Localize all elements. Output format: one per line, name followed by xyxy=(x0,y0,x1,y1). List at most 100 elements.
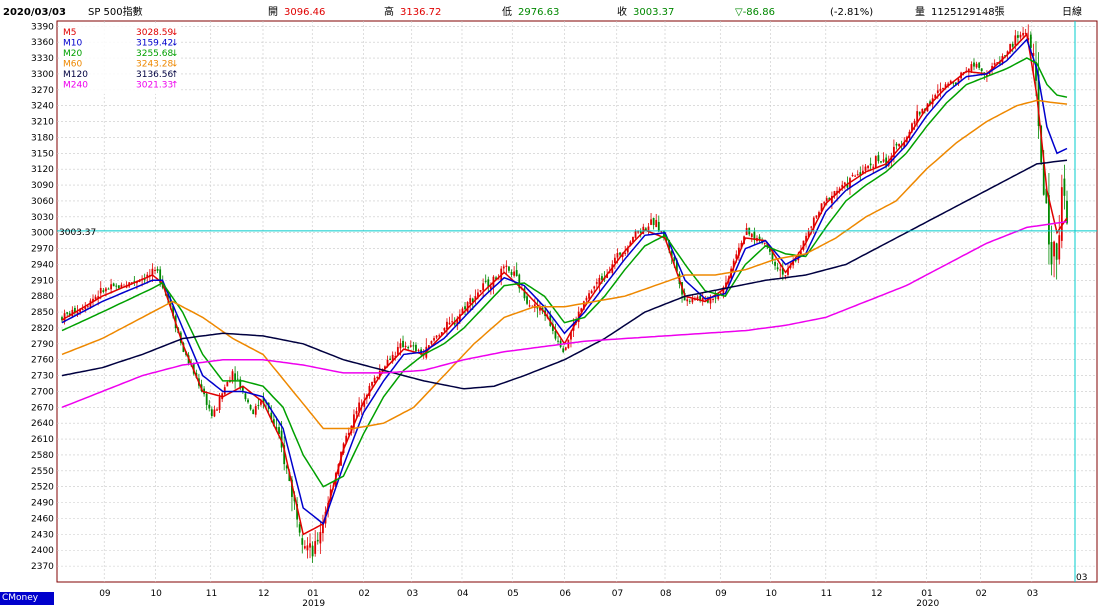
candle-body xyxy=(133,281,136,283)
candle-body xyxy=(766,243,769,248)
candle-body xyxy=(898,143,900,147)
x-tick-label: 05 xyxy=(507,589,518,599)
candle-body xyxy=(399,343,402,349)
candle-body xyxy=(391,354,394,362)
ma-line-m20 xyxy=(61,57,1068,488)
header-low-value: 2976.63 xyxy=(518,7,559,18)
candle-body xyxy=(130,282,133,284)
candle-body xyxy=(562,348,565,353)
candle-body xyxy=(412,345,415,347)
candle-body xyxy=(518,274,521,289)
candle-body xyxy=(355,410,358,414)
candle-body xyxy=(825,198,828,202)
y-axis: 2370 2400 2430 2460 2490 2520 2550 2580 2610 2640… xyxy=(31,22,54,572)
candle-body xyxy=(967,68,970,73)
candle-body xyxy=(918,111,921,115)
candle-body xyxy=(944,84,947,88)
candle-body xyxy=(110,284,112,290)
candle-body xyxy=(758,236,761,241)
candle-body xyxy=(61,317,63,321)
cursor-label: 03 xyxy=(1076,573,1087,583)
candle-body xyxy=(673,257,676,261)
candle-body xyxy=(893,146,895,158)
grid-lines xyxy=(57,21,1097,582)
x-year-label: 2020 xyxy=(916,599,939,609)
candle-body xyxy=(151,268,154,275)
candle-body xyxy=(663,230,665,238)
candle-body xyxy=(701,297,704,302)
candle-body xyxy=(1058,235,1061,260)
header-close-value: 3003.37 xyxy=(633,7,674,18)
candle-body xyxy=(975,63,978,68)
candle-body xyxy=(957,78,960,84)
candle-body xyxy=(1024,32,1027,34)
candle-body xyxy=(1035,62,1037,81)
candle-body xyxy=(477,292,479,297)
candle-body xyxy=(154,269,156,271)
candle-body xyxy=(314,541,317,554)
candle-body xyxy=(296,503,299,520)
legend-value-m20: 3255.68 xyxy=(136,49,173,59)
candle-body xyxy=(1004,55,1006,57)
candle-body xyxy=(1022,32,1024,36)
legend-arrow-m60: ↓ xyxy=(171,60,179,70)
candle-body xyxy=(593,286,596,289)
legend-value-m120: 3136.56 xyxy=(136,70,173,80)
candle-body xyxy=(712,299,714,301)
candle-body xyxy=(588,293,590,299)
candle-body xyxy=(606,274,609,279)
x-tick-label: 04 xyxy=(457,589,469,599)
candle-body xyxy=(836,190,838,194)
candle-body xyxy=(652,218,655,226)
candle-body xyxy=(76,312,79,314)
candle-body xyxy=(386,359,389,367)
candle-body xyxy=(68,313,71,316)
legend-arrow-m120: ↑ xyxy=(171,70,179,80)
candle-body xyxy=(1045,188,1048,204)
y-tick-label: 2970 xyxy=(31,245,54,255)
candle-body xyxy=(461,308,464,315)
candle-body xyxy=(489,286,492,290)
plot-frame xyxy=(56,20,1098,583)
candle-body xyxy=(861,170,864,174)
candle-body xyxy=(508,266,510,271)
candle-body xyxy=(241,386,244,391)
x-tick-label: 02 xyxy=(359,589,370,599)
candle-body xyxy=(430,340,433,344)
candle-body xyxy=(107,288,110,290)
candle-body xyxy=(880,161,882,163)
candle-body xyxy=(368,385,371,396)
candle-body xyxy=(580,308,583,312)
candle-body xyxy=(322,521,324,534)
candle-body xyxy=(272,419,275,427)
candle-body xyxy=(833,191,836,196)
candle-body xyxy=(363,400,366,407)
candle-body xyxy=(484,280,487,282)
candle-body xyxy=(409,345,412,347)
candle-body xyxy=(438,335,441,337)
candle-body xyxy=(745,228,748,235)
candle-body xyxy=(856,174,859,176)
candle-body xyxy=(1053,241,1055,257)
candle-body xyxy=(882,159,885,162)
candle-body xyxy=(998,61,1001,64)
candle-body xyxy=(696,296,699,299)
y-tick-label: 2940 xyxy=(31,260,54,270)
header-date: 2020/03/03 xyxy=(3,7,66,18)
candle-body xyxy=(768,248,771,252)
y-tick-label: 2760 xyxy=(31,356,54,366)
candle-body xyxy=(288,471,291,482)
candle-body xyxy=(993,62,996,65)
candle-body xyxy=(526,296,528,304)
candle-body xyxy=(934,94,937,99)
candle-body xyxy=(812,217,815,229)
candle-body xyxy=(877,155,880,162)
candle-body xyxy=(810,226,813,228)
y-tick-label: 3210 xyxy=(31,118,54,128)
candle-body xyxy=(939,88,942,92)
y-tick-label: 3150 xyxy=(31,149,54,159)
candle-body xyxy=(117,285,120,289)
candle-body xyxy=(216,409,218,411)
y-tick-label: 3090 xyxy=(31,181,54,191)
candle-body xyxy=(717,293,720,300)
